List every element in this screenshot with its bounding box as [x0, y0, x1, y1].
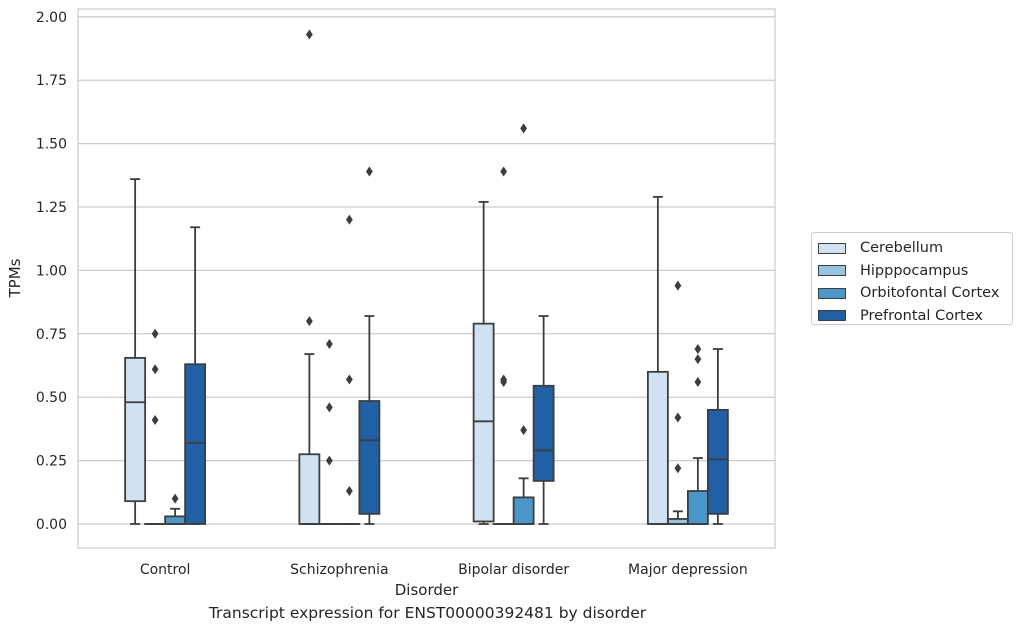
outlier-point	[500, 166, 508, 177]
box-body	[512, 496, 535, 525]
outlier-point	[345, 374, 353, 385]
box-body	[184, 363, 207, 525]
outlier-point	[345, 214, 353, 225]
legend-swatch-cerebellum	[818, 242, 846, 254]
outlier-point	[305, 29, 313, 40]
outlier-point	[674, 280, 682, 291]
legend-label-prefrontal-cortex: Prefrontal Cortex	[860, 307, 983, 324]
y-axis-label: TPMs	[6, 258, 24, 298]
x-tick-label: Major depression	[628, 562, 748, 578]
x-tick-labels: Control Schizophrenia Bipolar disorder Majo…	[140, 562, 748, 578]
legend: Cerebellum Hipppocampus Orbitofontal Cor…	[811, 232, 1013, 325]
outlier-point	[345, 486, 353, 497]
legend-swatch-orbitofrontal-cortex	[818, 287, 846, 299]
y-tick-label: 1.25	[36, 200, 67, 216]
box-body	[298, 453, 321, 525]
legend-item-hippocampus: Hipppocampus	[818, 260, 1012, 283]
box-orbitofontal-cortex-bipolar-disorder	[512, 123, 535, 525]
legend-label-orbitofrontal-cortex: Orbitofontal Cortex	[860, 285, 1000, 302]
outlier-point	[520, 425, 528, 436]
outlier-point	[151, 328, 159, 339]
legend-swatch-hippocampus	[818, 265, 846, 277]
outlier-point	[500, 374, 508, 385]
y-tick-label: 0.50	[36, 390, 67, 406]
box-body	[358, 400, 381, 515]
box-cerebellum-bipolar-disorder	[472, 201, 495, 525]
x-tick-label: Schizophrenia	[290, 562, 388, 578]
outlier-point	[365, 166, 373, 177]
box-orbitofontal-cortex-schizophrenia	[338, 214, 361, 525]
plot-frame	[77, 8, 776, 549]
box-prefrontal-cortex-major-depression	[706, 348, 729, 525]
outlier-point	[674, 463, 682, 474]
outlier-point	[694, 344, 702, 355]
box-body	[124, 356, 147, 503]
y-tick-label: 0.25	[36, 454, 67, 470]
box-hipppocampus-bipolar-disorder	[492, 166, 515, 525]
x-tick-label: Bipolar disorder	[458, 562, 569, 578]
box-cerebellum-control	[124, 178, 147, 525]
y-tick-label: 1.75	[36, 73, 67, 89]
legend-label-cerebellum: Cerebellum	[860, 240, 944, 257]
outlier-point	[325, 402, 333, 413]
box-prefrontal-cortex-schizophrenia	[358, 166, 381, 525]
legend-item-cerebellum: Cerebellum	[818, 237, 1012, 260]
box-prefrontal-cortex-bipolar-disorder	[532, 315, 555, 525]
y-tick-label: 0.75	[36, 327, 67, 343]
legend-label-hippocampus: Hipppocampus	[860, 262, 969, 279]
box-body	[646, 370, 669, 525]
box-hipppocampus-major-depression	[666, 280, 689, 525]
y-tick-label: 0.00	[36, 517, 67, 533]
box-body	[164, 515, 187, 525]
outlier-point	[325, 338, 333, 349]
box-body	[686, 490, 709, 525]
box-body	[706, 408, 729, 515]
box-orbitofontal-cortex-control	[164, 493, 187, 525]
legend-item-orbitofrontal-cortex: Orbitofontal Cortex	[818, 282, 1012, 305]
outlier-point	[520, 123, 528, 134]
y-tick-label: 1.50	[36, 137, 67, 153]
plot-area	[78, 9, 775, 548]
box-cerebellum-schizophrenia	[298, 29, 321, 525]
x-tick-label: Control	[140, 562, 191, 578]
box-body	[532, 384, 555, 482]
outlier-point	[674, 412, 682, 423]
outlier-point	[694, 376, 702, 387]
box-hipppocampus-schizophrenia	[318, 338, 341, 525]
box-prefrontal-cortex-control	[184, 226, 207, 525]
outlier-point	[694, 354, 702, 365]
box-body	[472, 322, 495, 523]
chart-caption: Transcript expression for ENST0000039248…	[208, 604, 647, 622]
outlier-point	[171, 493, 179, 504]
y-tick-label: 2.00	[36, 10, 67, 26]
y-tick-label: 1.00	[36, 263, 67, 279]
box-cerebellum-major-depression	[646, 195, 669, 525]
outlier-point	[325, 455, 333, 466]
boxes	[124, 29, 729, 525]
outlier-point	[151, 364, 159, 375]
y-tick-labels: 0.00 0.25 0.50 0.75 1.00 1.25 1.50 1.75 2.00	[36, 10, 67, 533]
outlier-point	[305, 316, 313, 327]
legend-item-prefrontal-cortex: Prefrontal Cortex	[818, 305, 1012, 328]
legend-swatch-prefrontal-cortex	[818, 310, 846, 322]
x-axis-label: Disorder	[395, 581, 459, 599]
outlier-point	[151, 415, 159, 426]
